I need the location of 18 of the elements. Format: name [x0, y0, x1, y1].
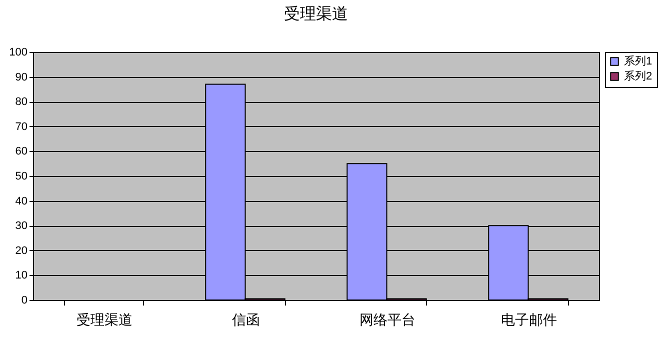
y-tick-label: 90 — [15, 71, 28, 84]
y-tick-label: 100 — [9, 46, 28, 58]
y-tick-label: 0 — [21, 294, 28, 306]
y-tick-label: 50 — [15, 170, 28, 182]
y-tick-label: 80 — [15, 96, 28, 108]
y-tick-label: 30 — [15, 220, 28, 232]
y-tick-label: 70 — [15, 120, 28, 133]
y-tick-label: 60 — [15, 146, 28, 158]
y-tick-label: 40 — [15, 195, 28, 208]
y-tick-label: 20 — [15, 244, 28, 257]
legend-label: 系列1 — [624, 54, 652, 68]
legend-label: 系列2 — [624, 70, 652, 82]
chart-title: 受理渠道 — [284, 5, 348, 23]
y-tick-label: 10 — [15, 270, 28, 282]
x-tick-label: 信函 — [232, 312, 260, 328]
x-tick-label: 网络平台 — [359, 312, 416, 328]
x-tick-label: 电子邮件 — [500, 312, 557, 328]
x-tick-label: 受理渠道 — [76, 312, 132, 328]
